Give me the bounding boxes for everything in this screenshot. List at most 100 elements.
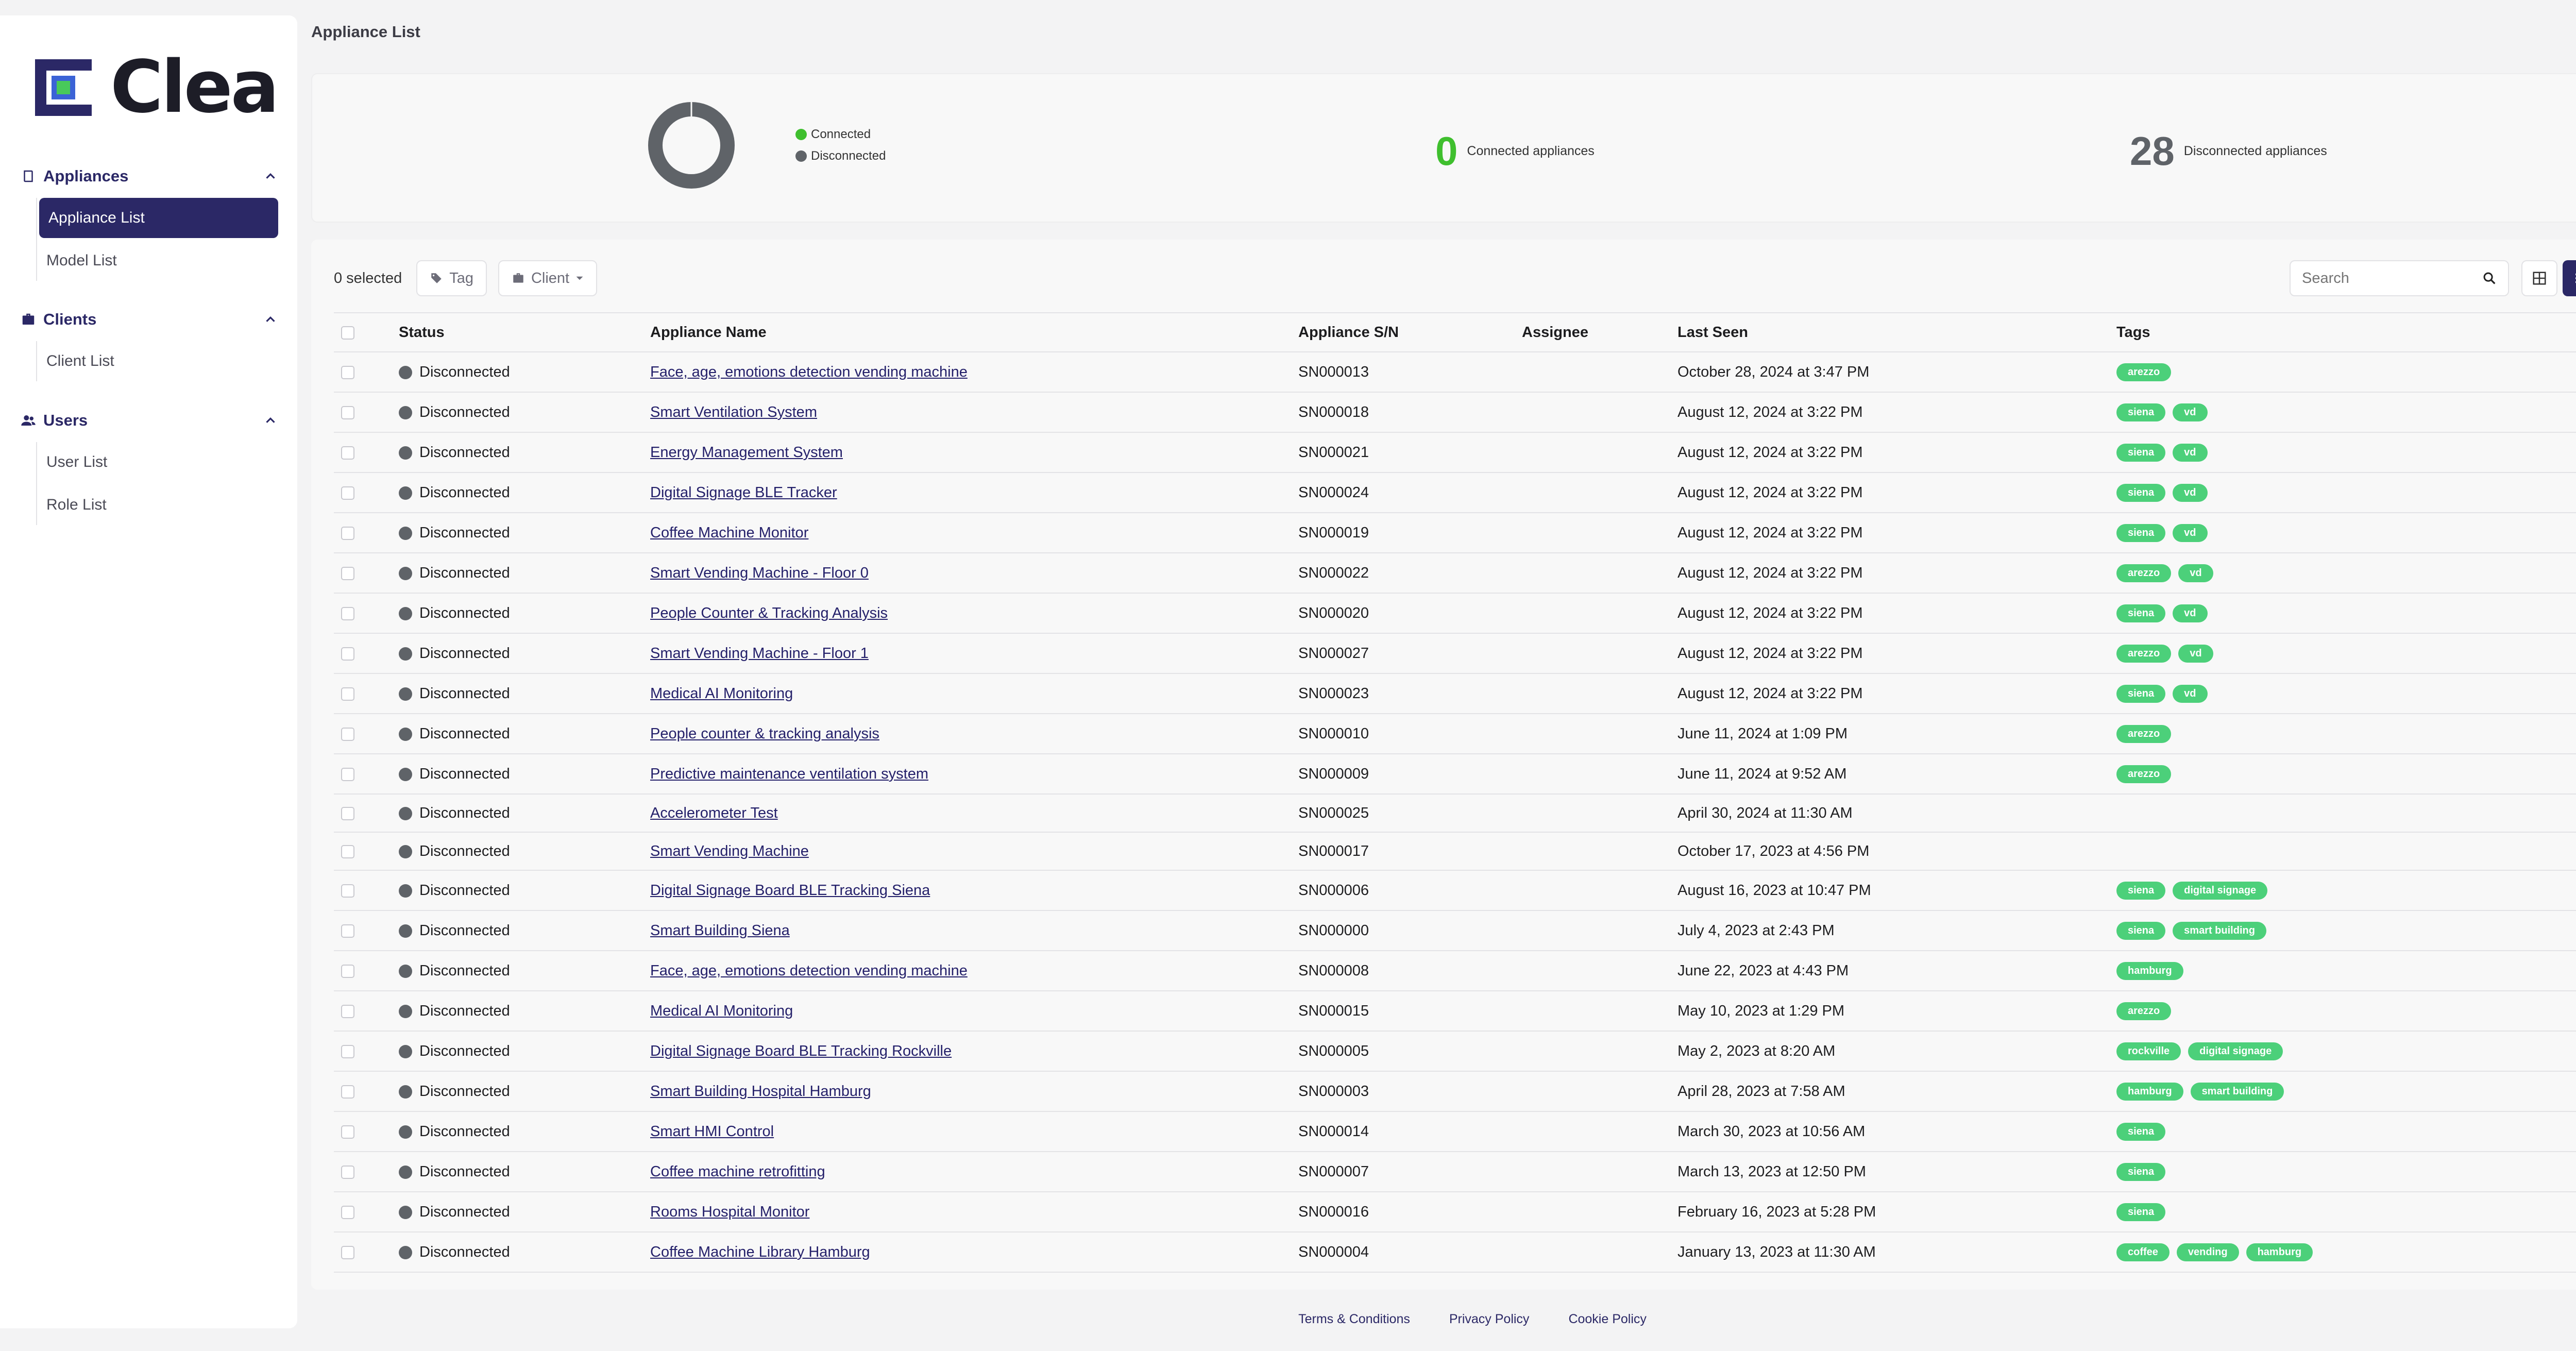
column-header-status[interactable]: Status bbox=[399, 312, 650, 352]
appliance-name-link[interactable]: Smart Ventilation System bbox=[650, 403, 817, 420]
appliance-name-link[interactable]: Digital Signage Board BLE Tracking Rockv… bbox=[650, 1042, 952, 1059]
tag-filter-button[interactable]: Tag bbox=[416, 260, 487, 296]
table-row[interactable]: Disconnected Energy Management System SN00… bbox=[334, 432, 2576, 473]
table-row[interactable]: Disconnected Rooms Hospital Monitor SN0000… bbox=[334, 1192, 2576, 1232]
row-checkbox[interactable] bbox=[341, 1245, 354, 1259]
list-view-button[interactable] bbox=[2563, 260, 2576, 296]
appliance-name-link[interactable]: Coffee Machine Monitor bbox=[650, 524, 809, 541]
cookie-link[interactable]: Cookie Policy bbox=[1568, 1312, 1647, 1326]
row-checkbox[interactable] bbox=[341, 845, 354, 858]
row-checkbox[interactable] bbox=[341, 1125, 354, 1139]
table-row[interactable]: Disconnected Digital Signage Board BLE Tr… bbox=[334, 870, 2576, 911]
appliance-name-link[interactable]: Smart Vending Machine bbox=[650, 842, 809, 859]
appliance-name-link[interactable]: Rooms Hospital Monitor bbox=[650, 1203, 810, 1220]
row-checkbox[interactable] bbox=[341, 526, 354, 540]
search-input[interactable] bbox=[2302, 269, 2483, 287]
row-checkbox[interactable] bbox=[341, 1085, 354, 1099]
table-row[interactable]: Disconnected People Counter & Tracking An… bbox=[334, 593, 2576, 634]
row-checkbox[interactable] bbox=[341, 1165, 354, 1179]
row-checkbox[interactable] bbox=[341, 406, 354, 419]
table-row[interactable]: Disconnected Smart Vending Machine - Floo… bbox=[334, 633, 2576, 674]
table-row[interactable]: Disconnected Predictive maintenance venti… bbox=[334, 754, 2576, 795]
appliance-name-link[interactable]: Digital Signage Board BLE Tracking Siena bbox=[650, 882, 930, 899]
row-checkbox[interactable] bbox=[341, 687, 354, 701]
clea-logo[interactable]: Clea bbox=[35, 52, 279, 124]
row-checkbox[interactable] bbox=[341, 1205, 354, 1219]
row-checkbox[interactable] bbox=[341, 606, 354, 620]
row-checkbox[interactable] bbox=[341, 884, 354, 898]
table-row[interactable]: Disconnected Coffee machine retrofitting S… bbox=[334, 1152, 2576, 1192]
table-row[interactable]: Disconnected Medical AI Monitoring SN00002… bbox=[334, 673, 2576, 714]
table-row[interactable]: Disconnected Digital Signage BLE Tracker S… bbox=[334, 472, 2576, 513]
last-seen: August 12, 2024 at 3:22 PM bbox=[1677, 432, 2116, 473]
sidebar-item-role-list[interactable]: Role List bbox=[46, 496, 107, 513]
row-checkbox[interactable] bbox=[341, 446, 354, 460]
sidebar-item-client-list[interactable]: Client List bbox=[46, 352, 114, 369]
appliance-name-link[interactable]: Medical AI Monitoring bbox=[650, 685, 793, 702]
column-header-tags[interactable]: Tags bbox=[2116, 312, 2576, 352]
client-filter-button[interactable]: Client bbox=[498, 260, 598, 296]
appliance-name-link[interactable]: Medical AI Monitoring bbox=[650, 1002, 793, 1019]
tag-badge: arezzo bbox=[2116, 1002, 2172, 1020]
table-row[interactable]: Disconnected Face, age, emotions detectio… bbox=[334, 352, 2576, 393]
appliance-name-link[interactable]: People Counter & Tracking Analysis bbox=[650, 604, 888, 621]
row-checkbox[interactable] bbox=[341, 486, 354, 500]
appliance-name-link[interactable]: Smart Vending Machine - Floor 0 bbox=[650, 564, 869, 581]
table-row[interactable]: Disconnected Coffee Machine Library Hambu… bbox=[334, 1232, 2576, 1273]
appliance-name-link[interactable]: Smart Vending Machine - Floor 1 bbox=[650, 645, 869, 662]
terms-link[interactable]: Terms & Conditions bbox=[1298, 1312, 1410, 1326]
row-checkbox[interactable] bbox=[341, 727, 354, 741]
column-header-last-seen[interactable]: Last Seen bbox=[1677, 312, 2116, 352]
row-checkbox[interactable] bbox=[341, 1004, 354, 1018]
row-checkbox[interactable] bbox=[341, 924, 354, 938]
appliance-name-link[interactable]: Coffee Machine Library Hamburg bbox=[650, 1243, 870, 1260]
column-header-assignee[interactable]: Assignee bbox=[1522, 312, 1677, 352]
table-row[interactable]: Disconnected Face, age, emotions detectio… bbox=[334, 951, 2576, 991]
row-checkbox[interactable] bbox=[341, 566, 354, 580]
appliance-name-link[interactable]: Smart Building Siena bbox=[650, 922, 790, 939]
table-row[interactable]: Disconnected Medical AI Monitoring SN00001… bbox=[334, 991, 2576, 1032]
sidebar-item-appliance-list[interactable]: Appliance List bbox=[39, 198, 278, 238]
chevron-up-icon[interactable] bbox=[263, 413, 278, 428]
grid-view-button[interactable] bbox=[2521, 260, 2557, 296]
table-row[interactable]: Disconnected Coffee Machine Monitor SN0000… bbox=[334, 513, 2576, 553]
table-row[interactable]: Disconnected Smart Building Siena SN000000… bbox=[334, 910, 2576, 951]
nav-header-users[interactable]: Users bbox=[21, 405, 278, 436]
appliance-name-link[interactable]: Energy Management System bbox=[650, 444, 843, 461]
nav-header-clients[interactable]: Clients bbox=[21, 304, 278, 335]
appliance-name-link[interactable]: Coffee machine retrofitting bbox=[650, 1163, 825, 1180]
appliance-name-link[interactable]: Smart HMI Control bbox=[650, 1123, 774, 1140]
chevron-up-icon[interactable] bbox=[263, 312, 278, 327]
row-checkbox[interactable] bbox=[341, 365, 354, 379]
table-row[interactable]: Disconnected Smart Vending Machine - Floo… bbox=[334, 553, 2576, 594]
appliance-name-link[interactable]: Smart Building Hospital Hamburg bbox=[650, 1083, 871, 1100]
sidebar-item-model-list[interactable]: Model List bbox=[46, 252, 117, 269]
row-checkbox[interactable] bbox=[341, 1044, 354, 1058]
table-row[interactable]: Disconnected Smart Vending Machine SN00001… bbox=[334, 832, 2576, 871]
row-checkbox[interactable] bbox=[341, 767, 354, 781]
appliance-name-link[interactable]: People counter & tracking analysis bbox=[650, 725, 879, 742]
table-row[interactable]: Disconnected Accelerometer Test SN000025 Ap… bbox=[334, 794, 2576, 833]
appliance-name-link[interactable]: Face, age, emotions detection vending ma… bbox=[650, 363, 968, 380]
table-row[interactable]: Disconnected Smart Building Hospital Hamb… bbox=[334, 1071, 2576, 1112]
column-header-name[interactable]: Appliance Name bbox=[650, 312, 1298, 352]
sidebar-item-user-list[interactable]: User List bbox=[46, 453, 108, 470]
row-checkbox[interactable] bbox=[341, 806, 354, 820]
search-icon[interactable] bbox=[2482, 271, 2497, 286]
row-checkbox[interactable] bbox=[341, 647, 354, 661]
privacy-link[interactable]: Privacy Policy bbox=[1449, 1312, 1530, 1326]
table-row[interactable]: Disconnected Digital Signage Board BLE Tr… bbox=[334, 1031, 2576, 1072]
table-row[interactable]: Disconnected Smart HMI Control SN000014 Mar… bbox=[334, 1111, 2576, 1152]
select-all-checkbox[interactable] bbox=[341, 326, 354, 340]
row-checkbox[interactable] bbox=[341, 964, 354, 978]
chevron-up-icon[interactable] bbox=[263, 168, 278, 184]
table-row[interactable]: Disconnected Smart Ventilation System SN00… bbox=[334, 392, 2576, 433]
status-text: Disconnected bbox=[419, 444, 510, 461]
appliance-name-link[interactable]: Face, age, emotions detection vending ma… bbox=[650, 962, 968, 979]
column-header-sn[interactable]: Appliance S/N bbox=[1298, 312, 1522, 352]
table-row[interactable]: Disconnected People counter & tracking an… bbox=[334, 714, 2576, 754]
appliance-name-link[interactable]: Digital Signage BLE Tracker bbox=[650, 484, 837, 501]
appliance-name-link[interactable]: Accelerometer Test bbox=[650, 804, 778, 821]
appliance-name-link[interactable]: Predictive maintenance ventilation syste… bbox=[650, 765, 928, 782]
nav-header-appliances[interactable]: Appliances bbox=[21, 161, 278, 192]
